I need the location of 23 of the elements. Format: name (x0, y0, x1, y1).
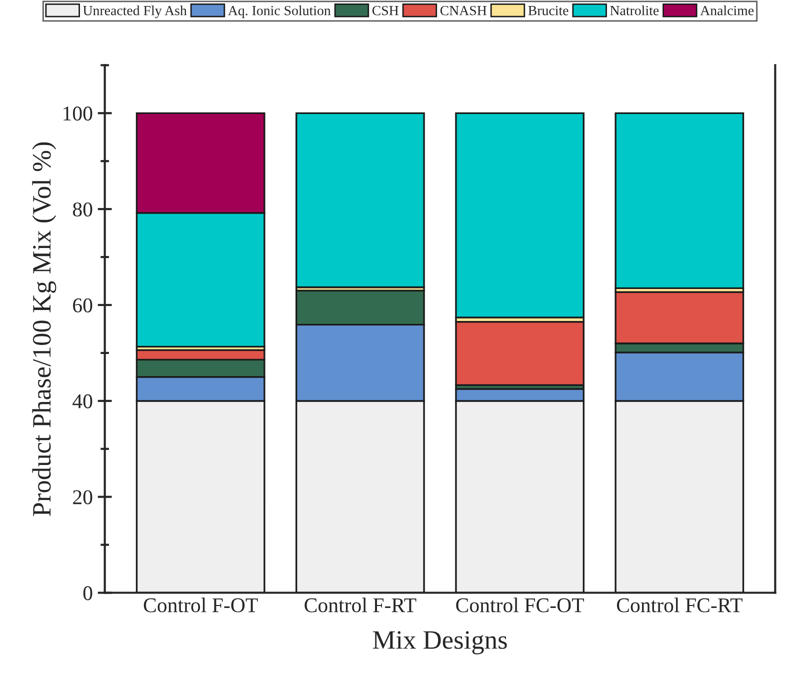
legend-label: Unreacted Fly Ash (83, 6, 187, 18)
y-tick-label: 20 (73, 490, 92, 504)
legend-label: CSH (372, 6, 398, 16)
x-tick-label: Control FC-RT (616, 598, 742, 612)
bar (614, 112, 744, 290)
legend-label: Aq. Ionic Solution (228, 6, 331, 18)
y-tick-label: 80 (72, 202, 92, 217)
x-tick-label: Control F-OT (144, 598, 258, 612)
y-tick-label: 100 (64, 106, 92, 121)
y-tick-label: 60 (73, 298, 92, 312)
x-tick-label: Control FC-OT (456, 598, 584, 612)
x-axis-title: Mix Designs (372, 631, 507, 654)
bar (296, 112, 425, 288)
y-tick-label: 0 (83, 586, 92, 600)
legend-label: Brucite (528, 6, 568, 16)
legend-label: Natrolite (610, 6, 659, 16)
y-tick-label: 40 (72, 394, 92, 408)
bar (455, 320, 584, 386)
x-tick-label: Control F-RT (304, 598, 416, 612)
y-axis-title: Product Phase/100 Kg Mix (Vol %) (32, 142, 56, 516)
bar (455, 112, 584, 318)
legend-label: Analcime (700, 6, 754, 16)
legend-label: CNASH (440, 6, 487, 16)
